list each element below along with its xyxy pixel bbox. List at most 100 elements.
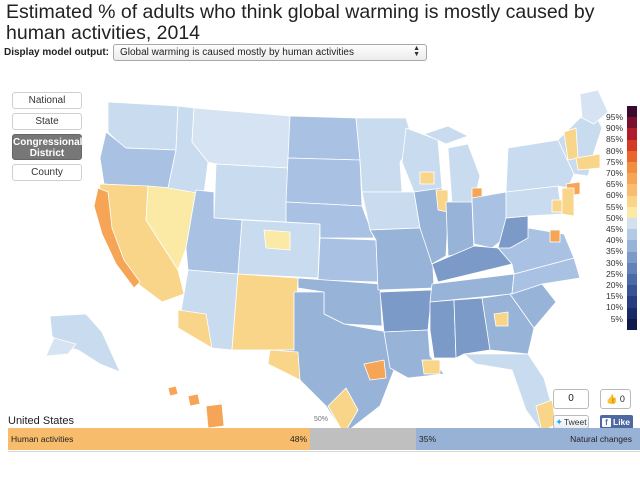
legend-swatch	[627, 229, 637, 241]
region-new-orleans	[421, 359, 441, 375]
national-button[interactable]: National	[12, 92, 82, 109]
region-california-coast	[93, 187, 141, 289]
region-philadelphia	[551, 199, 563, 213]
map-svg[interactable]	[28, 88, 609, 466]
legend-label: 45%	[605, 224, 623, 234]
legend-label: 60%	[605, 190, 623, 201]
region-new-jersey	[561, 187, 575, 217]
natural-changes-segment: 35% Natural changes	[416, 428, 640, 450]
legend-swatch	[627, 139, 637, 151]
region-alaska-west	[45, 337, 77, 357]
region-wyoming	[213, 163, 289, 223]
legend-label: 10%	[605, 302, 623, 313]
model-output-label: Display model output:	[4, 47, 109, 58]
facebook-like-button[interactable]: f Like	[600, 415, 633, 429]
region-dc	[549, 229, 561, 243]
region-new-mexico	[231, 273, 299, 351]
region-hawaii-3	[205, 403, 225, 429]
legend-label: 25%	[605, 268, 623, 279]
region-michigan-up	[423, 125, 469, 145]
region-madison	[419, 171, 435, 185]
legend-swatch	[627, 206, 637, 218]
legend-label: 70%	[605, 168, 623, 178]
midpoint-label: 50%	[314, 416, 329, 423]
region-atlanta	[493, 311, 509, 327]
region-north-dakota	[287, 115, 361, 161]
region-montana	[191, 107, 291, 169]
model-output-control: Display model output: Global warming is …	[4, 44, 427, 61]
legend-swatch	[627, 128, 637, 140]
region-hawaii-2	[187, 393, 201, 407]
page-title: Estimated % of adults who think global w…	[6, 1, 595, 44]
natural-changes-percent: 35%	[419, 434, 437, 444]
natural-changes-label: Natural changes	[570, 434, 632, 444]
region-texas-west	[267, 349, 301, 381]
legend-swatch	[627, 240, 637, 252]
legend-label: 55%	[605, 201, 623, 212]
legend-swatch	[627, 195, 637, 207]
region-texas-houston	[363, 359, 387, 381]
like-widget: 👍 0 f Like	[600, 389, 634, 429]
region-texas-south	[327, 387, 359, 435]
region-kansas	[317, 237, 379, 283]
like-count: 👍 0	[600, 389, 631, 409]
selected-region-name: United States	[8, 415, 75, 427]
legend-swatch	[627, 162, 637, 174]
like-count-value: 0	[619, 394, 625, 404]
legend-swatch	[627, 150, 637, 162]
facebook-icon: f	[602, 418, 611, 427]
region-mississippi	[429, 299, 457, 359]
legend-swatch	[627, 262, 637, 274]
thumbs-up-icon: 👍	[606, 394, 618, 404]
tweet-widget: 0 ✦Tweet	[553, 389, 589, 429]
legend-label: 85%	[605, 134, 623, 145]
region-arkansas	[379, 289, 433, 333]
legend-label: 5%	[610, 313, 623, 324]
legend-label: 50%	[605, 212, 623, 223]
legend-label: 90%	[605, 123, 623, 134]
tweet-count: 0	[553, 389, 589, 409]
legend-swatch	[627, 318, 637, 330]
legend-label: 20%	[605, 280, 623, 290]
legend-swatch	[627, 173, 637, 185]
legend-label: 65%	[605, 179, 623, 190]
summary-bar-section: United States 50% Human activities 48% 3…	[0, 412, 640, 484]
region-alabama	[453, 297, 491, 359]
twitter-bird-icon: ✦	[555, 417, 563, 427]
congressional-district-button[interactable]: Congressional District	[12, 134, 82, 160]
region-south-dakota	[285, 157, 363, 207]
us-choropleth-map[interactable]	[28, 88, 609, 466]
legend-swatch	[627, 274, 637, 286]
legend-swatch	[627, 218, 637, 230]
like-button-label: Like	[613, 417, 631, 427]
legend-swatch	[627, 307, 637, 319]
region-denver	[263, 229, 291, 251]
select-arrows-icon: ▲ ▼	[413, 45, 420, 58]
region-hawaii	[167, 385, 179, 397]
legend-swatch	[627, 117, 637, 129]
human-activities-percent: 48%	[289, 434, 307, 444]
legend-label: 35%	[605, 246, 623, 257]
bar-baseline	[8, 451, 640, 452]
human-activities-label: Human activities	[11, 434, 74, 444]
legend-swatch	[627, 296, 637, 308]
model-output-select[interactable]: Global warming is caused mostly by human…	[113, 44, 427, 61]
region-massachusetts	[575, 153, 601, 171]
legend-label: 40%	[605, 235, 623, 246]
legend-label: 95%	[605, 112, 623, 122]
legend-label: 15%	[605, 291, 623, 302]
legend-swatch	[627, 106, 637, 118]
legend-swatch	[627, 285, 637, 297]
state-button[interactable]: State	[12, 113, 82, 130]
county-button[interactable]: County	[12, 164, 82, 181]
legend-label: 75%	[605, 156, 623, 167]
opinion-bar: Human activities 48% 35% Natural changes	[8, 428, 640, 450]
tweet-button-label: Tweet	[563, 417, 587, 427]
region-maine	[579, 89, 609, 125]
human-activities-segment: Human activities 48%	[8, 428, 310, 450]
legend-swatch	[627, 251, 637, 263]
region-arizona-south	[177, 309, 213, 349]
region-iowa	[361, 191, 421, 231]
undecided-segment	[310, 428, 416, 450]
region-minnesota	[355, 117, 415, 193]
